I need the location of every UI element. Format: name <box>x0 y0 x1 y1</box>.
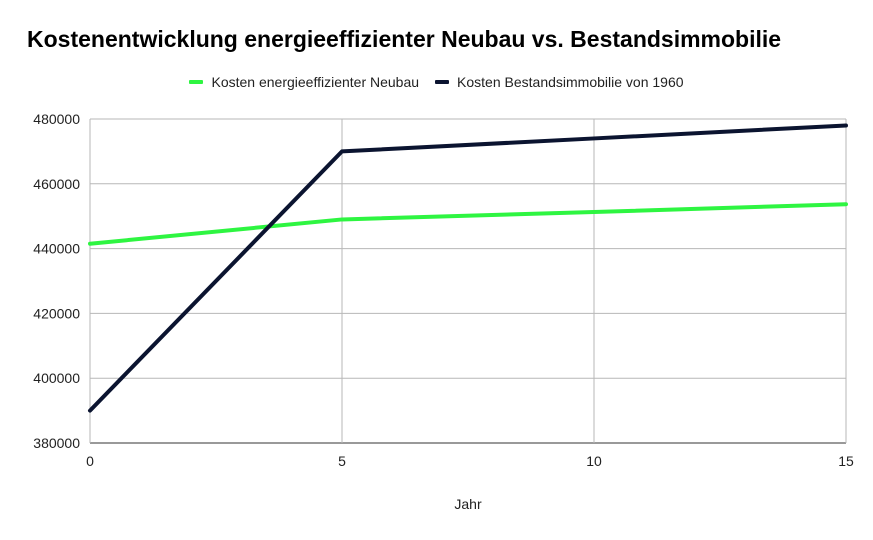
y-tick-label: 420000 <box>33 305 80 321</box>
legend-item-bestand: Kosten Bestandsimmobilie von 1960 <box>435 74 684 90</box>
x-tick-label: 15 <box>838 453 854 469</box>
legend-item-neubau: Kosten energieeffizienter Neubau <box>189 74 419 90</box>
series-lines <box>88 123 848 413</box>
legend-label-neubau: Kosten energieeffizienter Neubau <box>211 74 420 90</box>
x-axis-label: Jahr <box>454 496 482 512</box>
y-tick-label: 440000 <box>33 241 80 257</box>
chart-title: Kostenentwicklung energieeffizienter Neu… <box>27 26 782 52</box>
x-tick-label: 0 <box>86 453 94 469</box>
y-tick-label: 460000 <box>33 176 80 192</box>
legend-swatch-bestand <box>435 80 450 84</box>
y-tick-label: 480000 <box>33 111 80 127</box>
series-line-neubau <box>88 202 848 246</box>
tick-labels: 380000 400000 420000 440000 460000 480000 0 5 10… <box>33 111 854 469</box>
x-tick-label: 5 <box>338 453 346 469</box>
grid <box>89 118 847 444</box>
y-tick-label: 380000 <box>33 435 80 451</box>
x-tick-label: 10 <box>586 453 602 469</box>
legend: Kosten energieeffizienter Neubau Kosten … <box>0 72 873 92</box>
legend-swatch-neubau <box>189 80 204 84</box>
series-line-bestand <box>88 123 848 413</box>
y-tick-label: 400000 <box>33 370 80 386</box>
legend-label-bestand: Kosten Bestandsimmobilie von 1960 <box>457 74 684 90</box>
